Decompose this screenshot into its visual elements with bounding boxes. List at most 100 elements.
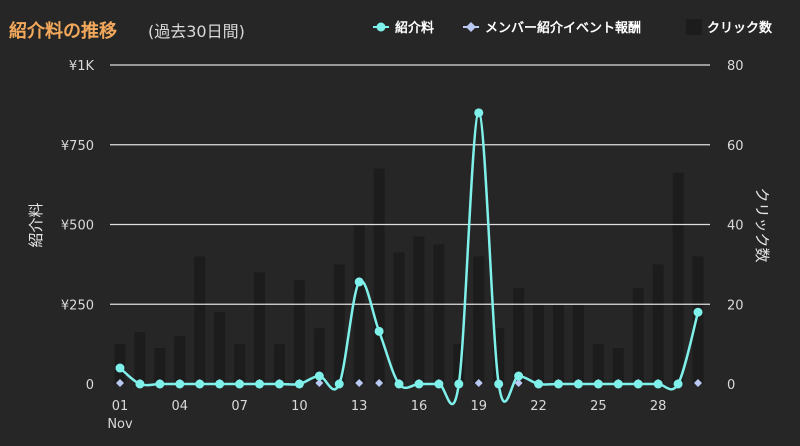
x-tick-label: 01 xyxy=(112,399,129,414)
clicks-bar xyxy=(652,264,664,384)
fee-point xyxy=(314,371,324,381)
chart-subtitle: (過去30日間) xyxy=(148,22,245,41)
fee-line-layer xyxy=(119,111,700,406)
clicks-bar xyxy=(433,244,445,384)
fee-point xyxy=(454,379,464,389)
x-tick-label: 10 xyxy=(291,399,308,414)
fee-point xyxy=(653,379,663,389)
y-left-tick-label: ¥1K xyxy=(69,59,95,74)
clicks-bar xyxy=(254,272,266,384)
fee-point xyxy=(115,363,125,373)
x-tick-label: 04 xyxy=(172,399,189,414)
circle-marker-icon xyxy=(376,22,386,32)
x-tick-label: 19 xyxy=(470,399,487,414)
chart-title: 紹介料の推移 xyxy=(9,20,117,42)
fee-point xyxy=(553,379,563,389)
clicks-bars xyxy=(114,168,704,384)
fee-point xyxy=(693,307,703,317)
y-right-tick-label: 20 xyxy=(727,298,744,313)
clicks-bar xyxy=(572,304,584,384)
y-right-tick-label: 60 xyxy=(727,139,744,154)
fee-point xyxy=(215,379,225,389)
fee-point xyxy=(613,379,623,389)
clicks-bar xyxy=(632,288,644,384)
y-right-axis-title: クリック数 xyxy=(753,187,771,262)
legend-label-event-reward: メンバー紹介イベント報酬 xyxy=(485,20,641,36)
clicks-bar xyxy=(214,312,226,384)
clicks-bar xyxy=(413,236,425,384)
fee-point xyxy=(474,108,484,118)
event-reward-point xyxy=(315,379,324,387)
bar-swatch-icon xyxy=(686,19,702,35)
fee-point xyxy=(135,379,145,389)
fee-point xyxy=(414,379,424,389)
clicks-bar xyxy=(194,256,206,384)
clicks-bar xyxy=(393,252,405,384)
clicks-bar xyxy=(313,328,325,384)
legend-item-clicks[interactable]: クリック数 xyxy=(686,19,773,36)
x-tick-label: 22 xyxy=(530,399,547,414)
y-left-tick-label: ¥500 xyxy=(61,219,94,234)
fee-point xyxy=(633,379,643,389)
diamond-marker-icon xyxy=(466,22,476,32)
clicks-bar xyxy=(473,256,485,384)
fee-point xyxy=(274,379,284,389)
y-left-tick-label: ¥250 xyxy=(61,298,94,313)
fee-point xyxy=(354,277,364,287)
x-tick-label: 16 xyxy=(411,399,428,414)
y-right-tick-label: 40 xyxy=(727,219,744,234)
clicks-bar xyxy=(533,304,545,384)
clicks-bar xyxy=(552,304,564,384)
event-reward-point xyxy=(474,379,483,387)
grid-lines xyxy=(110,64,710,305)
legend-item-event-reward[interactable]: メンバー紹介イベント報酬 xyxy=(463,20,641,36)
clicks-bar xyxy=(453,344,465,384)
clicks-bar xyxy=(174,336,186,384)
clicks-bar xyxy=(154,348,166,384)
event-reward-point xyxy=(514,379,523,387)
y-left-tick-label: ¥750 xyxy=(61,139,94,154)
y-left-tick-label: 0 xyxy=(86,378,94,393)
clicks-bar xyxy=(513,288,525,384)
clicks-bar xyxy=(672,172,684,384)
fee-point xyxy=(155,379,165,389)
event-reward-point xyxy=(355,379,364,387)
clicks-bar xyxy=(234,344,246,384)
fee-point xyxy=(394,379,404,389)
clicks-bar xyxy=(373,168,385,384)
clicks-bar xyxy=(293,280,305,384)
event-reward-point xyxy=(116,379,124,387)
legend-label-clicks: クリック数 xyxy=(707,20,773,36)
event-reward-point xyxy=(694,379,702,387)
fee-point xyxy=(534,379,544,389)
y-left-axis-title: 紹介料 xyxy=(27,202,45,247)
fee-point xyxy=(374,326,384,336)
legend-item-fee[interactable]: 紹介料 xyxy=(373,20,434,36)
fee-point xyxy=(593,379,603,389)
clicks-bar xyxy=(612,348,624,384)
x-tick-label: 13 xyxy=(351,399,368,414)
fee-point xyxy=(673,379,683,389)
fee-point xyxy=(434,379,444,389)
legend-label-fee: 紹介料 xyxy=(395,20,434,36)
event-reward-point xyxy=(375,379,384,387)
data-points xyxy=(115,108,703,389)
legend: 紹介料 メンバー紹介イベント報酬 クリック数 xyxy=(373,19,773,36)
fee-point xyxy=(235,379,245,389)
fee-point xyxy=(195,379,205,389)
clicks-bar xyxy=(134,332,146,384)
fee-point xyxy=(175,379,185,389)
fee-point xyxy=(494,379,504,389)
fee-point xyxy=(514,371,524,381)
fee-point xyxy=(334,379,344,389)
x-tick-label: 28 xyxy=(650,399,667,414)
x-tick-label: 07 xyxy=(231,399,248,414)
fee-line xyxy=(119,111,700,406)
y-right-tick-label: 0 xyxy=(727,378,735,393)
clicks-bar xyxy=(592,344,604,384)
y-right-tick-label: 80 xyxy=(727,59,744,74)
fee-point xyxy=(294,379,304,389)
x-tick-label: 25 xyxy=(590,399,607,414)
